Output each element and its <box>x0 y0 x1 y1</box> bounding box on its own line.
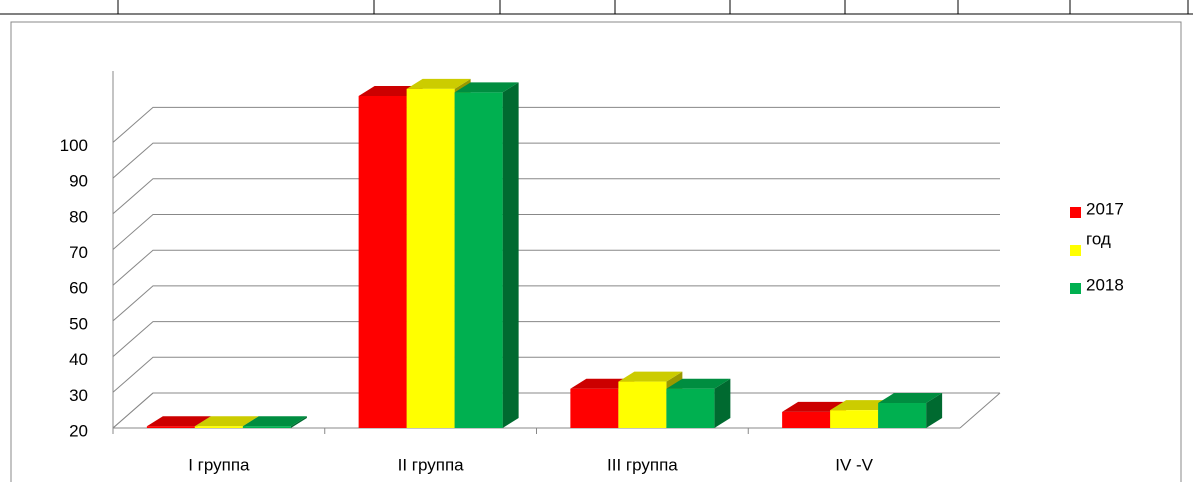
y-tick-label: 80 <box>69 207 88 226</box>
bar <box>406 88 455 428</box>
legend-swatch <box>1070 245 1081 256</box>
grid-line <box>112 356 1000 393</box>
bar <box>782 411 831 428</box>
x-tick-label: II группа <box>398 455 465 474</box>
bar <box>358 95 407 429</box>
bar-top <box>406 78 471 89</box>
bar-top <box>146 416 211 427</box>
bar <box>146 426 195 428</box>
bar-side <box>714 378 731 428</box>
y-tick-label: 40 <box>69 350 88 369</box>
bar <box>830 410 879 428</box>
y-tick-label: 50 <box>69 314 88 333</box>
chart-frame <box>10 21 1182 482</box>
bar <box>242 426 291 428</box>
bar <box>666 388 715 428</box>
bar <box>570 388 619 428</box>
x-tick-label: I группа <box>188 455 250 474</box>
x-tick-label: III группа <box>607 455 678 474</box>
bar <box>618 381 667 428</box>
legend-label: год <box>1086 229 1111 248</box>
y-tick-label: 90 <box>69 172 88 191</box>
bar-top <box>666 378 731 389</box>
grid-line <box>112 249 1000 286</box>
grid-line <box>112 142 1000 179</box>
table-fragment <box>0 0 1193 15</box>
axis-floor <box>959 392 1001 429</box>
bar <box>194 426 243 428</box>
y-tick-label: 20 <box>69 421 88 440</box>
legend-swatch <box>1070 283 1081 294</box>
bar <box>454 92 503 429</box>
bar-top <box>878 393 943 404</box>
grid-line <box>112 106 1000 143</box>
x-tick-label: IV -V <box>835 455 873 474</box>
bar-side <box>290 416 307 428</box>
bar-top <box>242 416 307 427</box>
y-tick-label: 60 <box>69 279 88 298</box>
bar-top <box>194 416 259 427</box>
grid-line <box>112 178 1000 215</box>
bar-top <box>782 401 847 412</box>
legend-swatch <box>1070 207 1081 218</box>
bar <box>878 403 927 428</box>
bar-top <box>618 371 683 382</box>
bar-top <box>454 82 519 93</box>
bar-side <box>926 393 943 428</box>
y-tick-label: 30 <box>69 386 88 405</box>
grid-line <box>112 285 1000 322</box>
grid-line <box>112 214 1000 250</box>
y-tick-label: 70 <box>69 243 88 262</box>
grid-line <box>112 321 1000 357</box>
legend-label: 2017 <box>1086 199 1124 218</box>
y-tick-label: 100 <box>60 136 88 155</box>
legend-label: 2018 <box>1086 275 1124 294</box>
bar-side <box>502 82 519 429</box>
